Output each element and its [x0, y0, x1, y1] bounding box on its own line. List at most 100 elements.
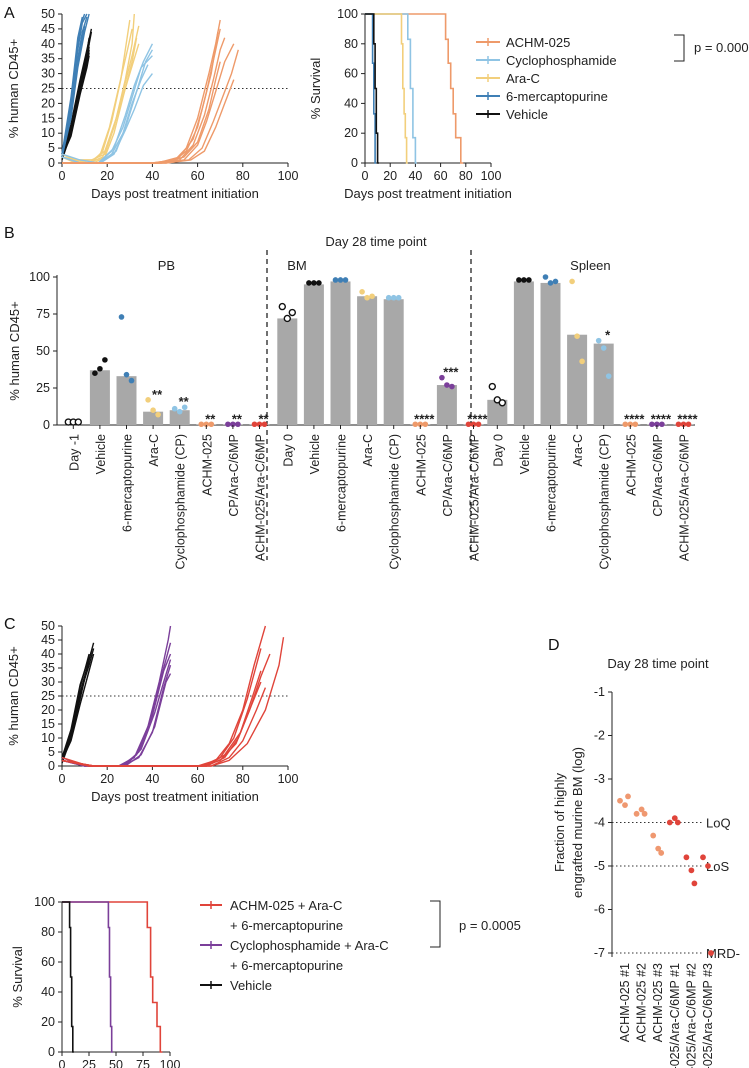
series-line-vehicle: [61, 651, 93, 761]
series-line-vehicle: [61, 656, 90, 758]
data-point: [102, 357, 108, 363]
x-tick-label: Day -1: [67, 434, 81, 471]
y-tick-label: 100: [337, 7, 358, 21]
x-tick-label: ACHM-025 #2: [635, 963, 649, 1042]
data-point: [198, 421, 205, 428]
significance-bracket: [674, 34, 685, 62]
data-point: [569, 278, 575, 285]
data-point: [475, 421, 482, 428]
data-point: [225, 421, 231, 428]
data-point: [395, 294, 402, 301]
x-tick-label: CP/Ara-C/6MP: [651, 434, 665, 517]
data-point: [342, 277, 349, 283]
x-tick-label: 60: [434, 169, 448, 183]
x-tick-label: Cyclophosphamide (CP): [388, 434, 402, 569]
significance-stars: **: [179, 394, 190, 409]
series-line-6-mercaptopurine: [61, 25, 86, 158]
survival-line-cyclophosphamide-ara-c-6-mercaptopurine: [62, 901, 113, 1053]
data-point: [364, 294, 370, 301]
x-tick-label: 0: [59, 772, 66, 786]
survival-line-vehicle: [365, 13, 379, 164]
y-tick-label: 5: [48, 745, 55, 759]
data-point: [641, 810, 648, 817]
significance-bracket: [430, 900, 441, 948]
y-tick-label: 80: [344, 37, 358, 51]
data-point: [654, 421, 660, 428]
data-point: [685, 421, 692, 428]
x-tick-label: ACHM-025/Ara-C/6MP #1: [668, 963, 682, 1068]
panel-c-survival-chart: 0255075100020406080100Days post treatmen…: [10, 895, 521, 1068]
data-point: [691, 880, 698, 887]
data-point: [359, 289, 365, 295]
y-tick-label: -5: [594, 859, 605, 873]
data-point: [617, 797, 623, 804]
significance-stars: *: [605, 328, 611, 343]
significance-stars: ****: [677, 411, 698, 426]
legend-label: 6-mercaptopurine: [506, 89, 608, 104]
x-tick-label: 60: [191, 772, 205, 786]
data-point: [498, 399, 506, 407]
y-tick-label: 100: [29, 270, 50, 284]
data-point: [708, 950, 714, 956]
data-point: [316, 280, 322, 286]
x-tick-label: Vehicle: [308, 434, 322, 474]
x-tick-label: 80: [459, 169, 473, 183]
x-tick-label: 0: [59, 169, 66, 183]
survival-line-ara-c: [365, 13, 408, 164]
data-point: [470, 421, 477, 428]
y-tick-label: 80: [41, 925, 55, 939]
data-point: [444, 382, 450, 388]
data-point: [449, 383, 455, 390]
x-tick-label: 100: [278, 772, 299, 786]
data-point: [150, 407, 156, 414]
group-label-spleen: Spleen: [570, 258, 610, 273]
y-tick-label: -7: [594, 946, 605, 960]
series-line-vehicle: [61, 31, 93, 158]
x-tick-label: CP/Ara-C/6MP: [441, 434, 455, 517]
data-point: [422, 421, 429, 428]
y-tick-label: 30: [41, 67, 55, 81]
x-tick-label: Vehicle: [94, 434, 108, 474]
x-axis-title: Days post treatment initiation: [91, 186, 259, 201]
x-tick-label: ACHM-025: [414, 434, 428, 496]
data-point: [600, 345, 607, 351]
data-point: [680, 421, 687, 428]
x-tick-label: ACHM-025/Ara-C/6MP: [254, 434, 268, 561]
x-tick-label: ACHM-025/Ara-C/6MP #3: [701, 963, 715, 1068]
x-tick-label: ACHM-025: [200, 434, 214, 496]
series-line-cyclophosphamide-ara-c-6-mercaptopurine: [61, 673, 172, 767]
x-tick-label: 40: [408, 169, 422, 183]
y-axis-title: % human CD45+: [6, 39, 21, 138]
bar-pb-vehicle: [89, 370, 110, 425]
data-point: [123, 371, 130, 378]
y-tick-label: 10: [41, 126, 55, 140]
y-tick-label: 30: [41, 675, 55, 689]
legend-label: Ara-C: [506, 71, 540, 86]
data-point: [521, 277, 527, 283]
data-point: [488, 382, 496, 391]
y-axis-title: % human CD45+: [6, 646, 21, 745]
data-point: [625, 793, 631, 800]
significance-stars: ****: [467, 411, 488, 426]
x-tick-label: CP/Ara-C/6MP: [227, 434, 241, 517]
data-point: [659, 421, 665, 428]
y-tick-label: 50: [36, 344, 50, 358]
data-point: [674, 819, 681, 826]
x-tick-label: Ara-C: [571, 434, 585, 467]
data-point: [155, 411, 161, 418]
data-point: [671, 815, 678, 822]
y-tick-label: 35: [41, 661, 55, 675]
bar-bm-cyclophosphamide-cp: [383, 299, 404, 425]
y-tick-label: 35: [41, 52, 55, 66]
x-tick-label: Ara-C: [361, 434, 375, 467]
y-tick-label: -3: [594, 772, 605, 786]
panel-label-a: A: [4, 5, 15, 22]
p-value-label: p = 0.0005: [459, 918, 521, 933]
data-point: [128, 377, 135, 384]
data-point: [605, 373, 612, 379]
reference-label: MRD-: [706, 946, 740, 961]
y-tick-label: 0: [48, 759, 55, 773]
x-tick-label: ACHM-025/Ara-C/6MP #2: [684, 963, 698, 1068]
y-axis-title: % human CD45+: [7, 301, 22, 400]
